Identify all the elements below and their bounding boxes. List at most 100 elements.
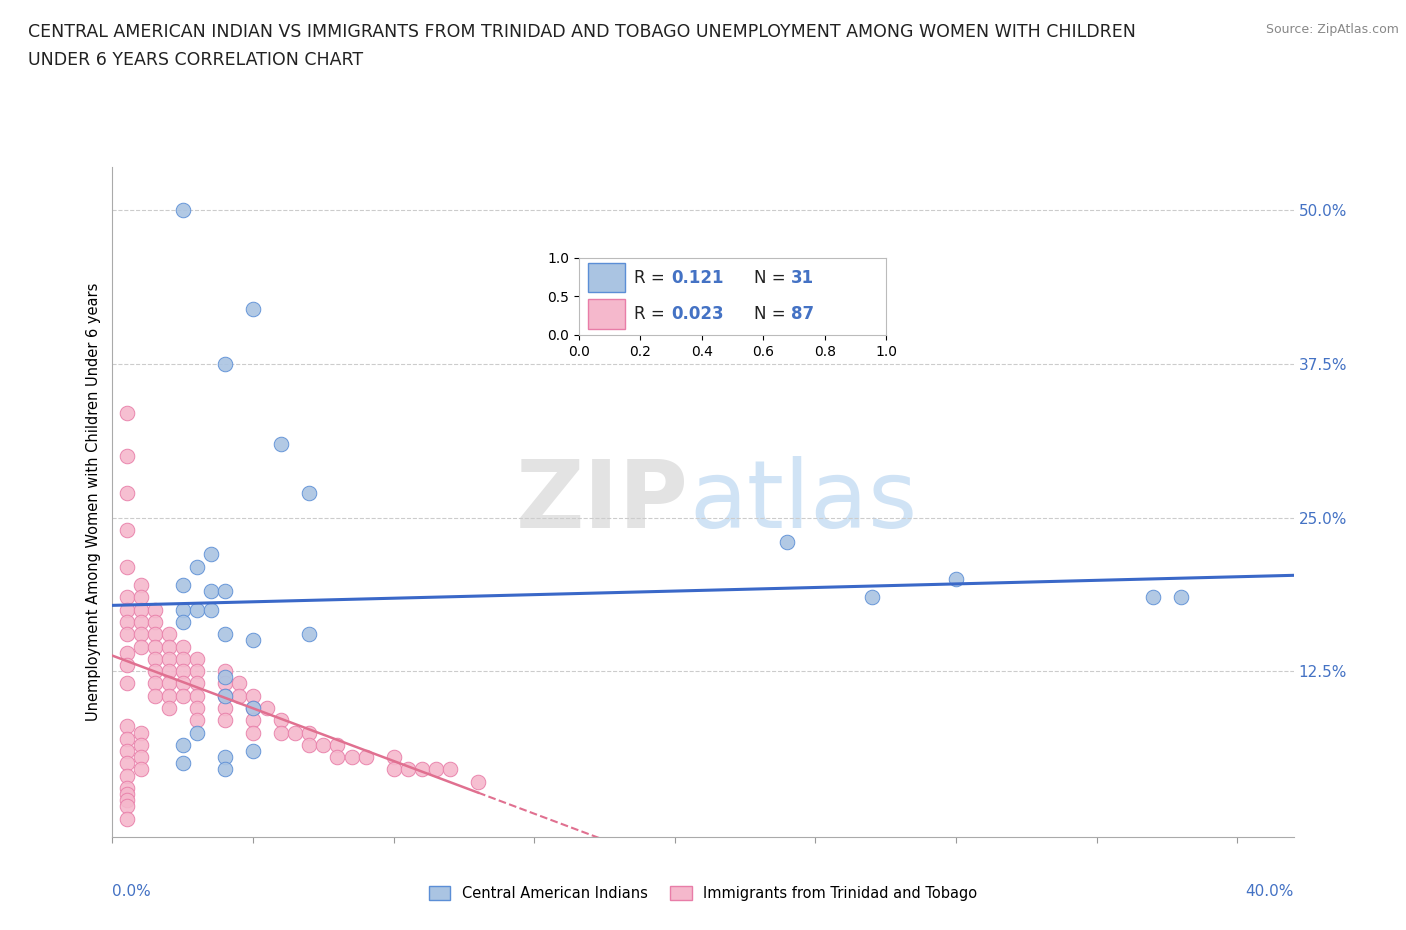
Point (200, 547, 222, 562)
Point (776, 535, 799, 550)
Point (115, 627, 138, 642)
Bar (588, 263, 626, 292)
Point (242, 700, 264, 715)
Point (115, 590, 138, 604)
Text: CENTRAL AMERICAN INDIAN VS IMMIGRANTS FROM TRINIDAD AND TOBAGO UNEMPLOYMENT AMON: CENTRAL AMERICAN INDIAN VS IMMIGRANTS FR… (28, 23, 1136, 41)
Text: 0.023: 0.023 (671, 305, 724, 323)
Point (270, 436, 292, 451)
Point (172, 615, 194, 630)
Text: 40.0%: 40.0% (1246, 884, 1294, 899)
Point (326, 737, 349, 752)
Point (129, 627, 152, 642)
Point (129, 737, 152, 752)
Point (143, 639, 166, 654)
Point (298, 627, 321, 642)
Point (270, 725, 292, 740)
Text: 0.121: 0.121 (671, 269, 724, 286)
Point (186, 688, 208, 703)
Point (242, 744, 264, 759)
Point (270, 712, 292, 727)
Point (214, 750, 236, 764)
Point (129, 590, 152, 604)
Text: R =: R = (634, 269, 671, 286)
Text: ZIP: ZIP (516, 457, 689, 548)
Point (129, 639, 152, 654)
Point (228, 676, 250, 691)
Point (115, 405, 138, 420)
Point (129, 603, 152, 618)
Point (214, 584, 236, 599)
Point (115, 485, 138, 500)
Point (228, 688, 250, 703)
Point (256, 700, 278, 715)
Point (143, 627, 166, 642)
Point (129, 725, 152, 740)
Point (115, 744, 138, 759)
Point (214, 762, 236, 777)
Point (143, 676, 166, 691)
Point (382, 750, 405, 764)
Point (298, 737, 321, 752)
Point (172, 688, 194, 703)
Point (214, 688, 236, 703)
Point (115, 799, 138, 814)
Point (214, 700, 236, 715)
Text: N =: N = (754, 305, 792, 323)
Point (1170, 590, 1192, 604)
Point (172, 651, 194, 666)
Point (157, 651, 180, 666)
Point (157, 627, 180, 642)
Point (200, 584, 222, 599)
Point (115, 719, 138, 734)
Point (425, 762, 447, 777)
Point (172, 203, 194, 218)
Point (129, 615, 152, 630)
Point (214, 676, 236, 691)
Point (115, 658, 138, 672)
Point (115, 523, 138, 538)
Point (186, 725, 208, 740)
Point (115, 448, 138, 463)
Point (157, 688, 180, 703)
Point (214, 356, 236, 371)
Point (143, 664, 166, 679)
Legend: Central American Indians, Immigrants from Trinidad and Tobago: Central American Indians, Immigrants fro… (423, 880, 983, 907)
Point (354, 750, 377, 764)
Point (214, 670, 236, 684)
Point (186, 712, 208, 727)
Point (157, 676, 180, 691)
Point (129, 750, 152, 764)
Point (172, 664, 194, 679)
Point (115, 780, 138, 795)
Text: 0.0%: 0.0% (112, 884, 152, 899)
Point (143, 651, 166, 666)
Point (214, 664, 236, 679)
Point (172, 639, 194, 654)
Point (186, 676, 208, 691)
Point (326, 750, 349, 764)
Bar (588, 299, 626, 328)
Point (172, 676, 194, 691)
Point (214, 627, 236, 642)
Point (411, 762, 433, 777)
Point (115, 676, 138, 691)
Point (115, 811, 138, 826)
Point (284, 725, 307, 740)
Point (129, 578, 152, 592)
Point (172, 756, 194, 771)
Text: R =: R = (634, 305, 671, 323)
Point (115, 731, 138, 746)
Point (157, 664, 180, 679)
Point (860, 590, 883, 604)
Point (115, 559, 138, 574)
Point (115, 756, 138, 771)
Point (115, 787, 138, 802)
Point (242, 700, 264, 715)
Point (200, 603, 222, 618)
Point (157, 700, 180, 715)
Point (186, 603, 208, 618)
Point (439, 762, 461, 777)
Point (143, 615, 166, 630)
Point (214, 688, 236, 703)
Point (242, 725, 264, 740)
